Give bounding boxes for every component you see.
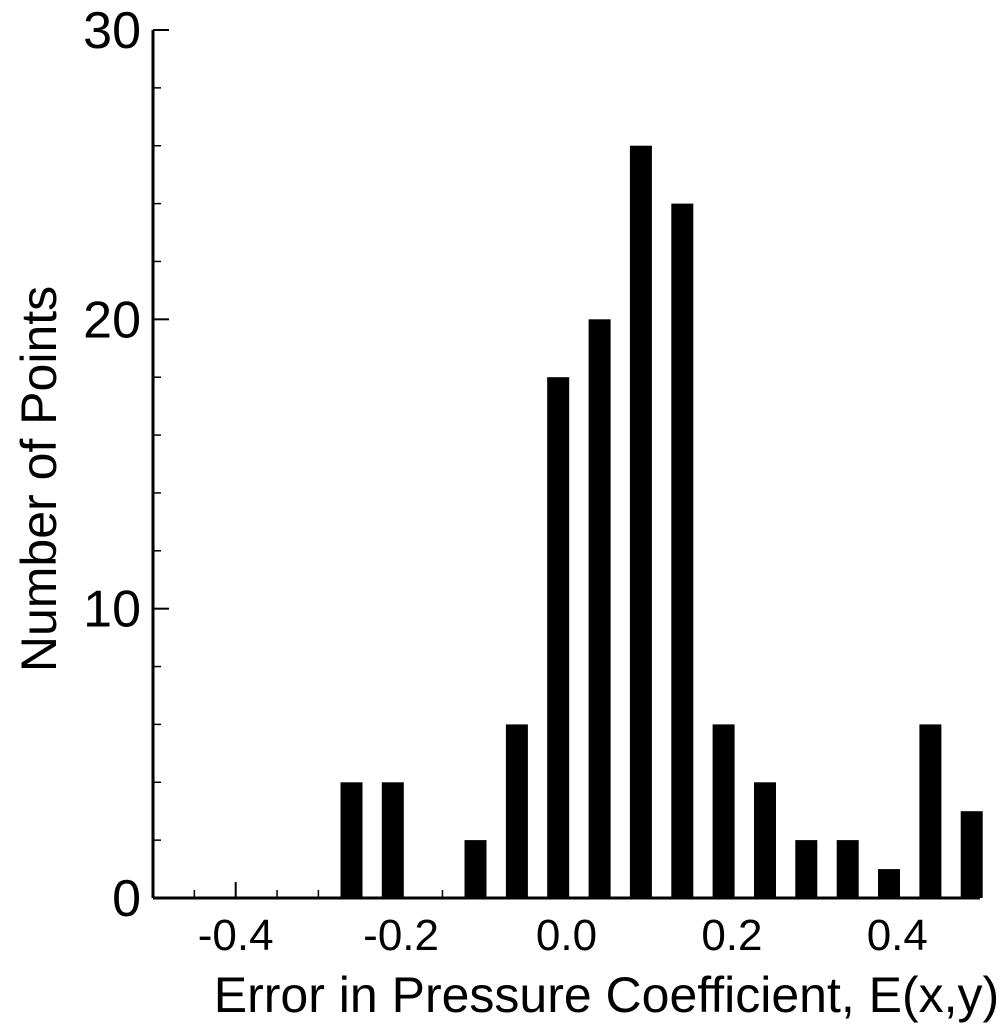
y-tick-label: 10 — [83, 581, 141, 639]
histogram-bar — [464, 840, 487, 898]
histogram-bar — [836, 840, 859, 898]
y-axis-title: Number of Points — [11, 286, 67, 672]
histogram-bar — [712, 724, 735, 898]
x-axis-title: Error in Pressure Coefficient, E(x,y) — [214, 967, 997, 1023]
histogram-bar — [588, 319, 611, 898]
histogram-bar — [629, 145, 652, 898]
histogram-bar — [795, 840, 818, 898]
ticks-group — [152, 29, 981, 899]
histogram-bar — [381, 782, 404, 898]
histogram-bar — [671, 203, 694, 899]
histogram-bar — [919, 724, 942, 898]
x-tick-label: 0.4 — [867, 911, 928, 960]
histogram-bar — [754, 782, 776, 898]
histogram-bar — [878, 869, 900, 898]
x-tick-label: -0.4 — [198, 911, 274, 960]
x-tick-label: -0.2 — [363, 911, 439, 960]
bars-group — [340, 145, 983, 899]
y-tick-label: 20 — [83, 291, 141, 349]
histogram-bar — [960, 811, 983, 898]
histogram-bar — [505, 724, 528, 898]
y-tick-label: 30 — [83, 2, 141, 60]
x-tick-label: 0.0 — [536, 911, 597, 960]
x-tick-label: 0.2 — [701, 911, 762, 960]
histogram-bar — [547, 377, 570, 898]
histogram-bar — [340, 782, 363, 898]
tick-labels-group: 0 10 20 30 -0.4 -0.2 0.0 0.2 0.4 — [83, 2, 928, 960]
y-tick-label: 0 — [112, 870, 141, 928]
